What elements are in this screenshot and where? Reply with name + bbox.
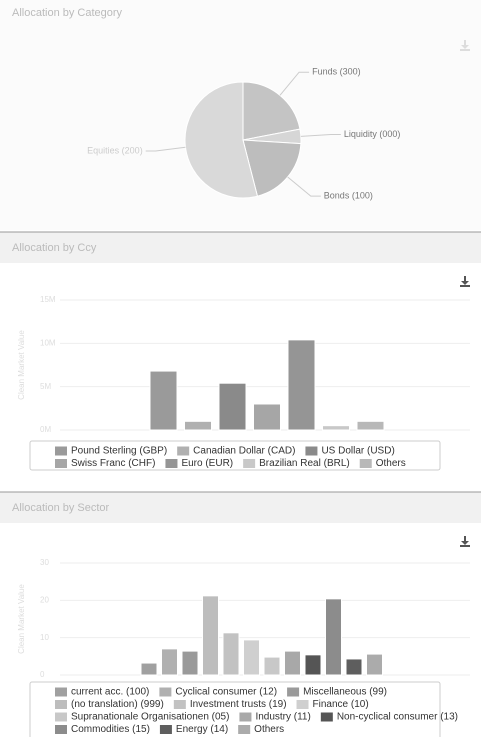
download-icon[interactable] <box>460 40 470 51</box>
section-title: Allocation by Ccy <box>12 242 97 254</box>
legend-swatch <box>55 459 67 468</box>
legend-swatch <box>159 725 172 734</box>
y-tick-label: 10M <box>40 338 56 347</box>
bar <box>181 650 199 676</box>
connector <box>279 71 310 96</box>
slice-label: Liquidity (000) <box>344 129 401 139</box>
legend-label: US Dollar (USD) <box>321 446 394 457</box>
y-tick-label: 10 <box>40 633 49 642</box>
bar <box>243 639 260 676</box>
legend-label: Non-cyclical consumer (13) <box>337 712 458 723</box>
legend-label: Brazilian Real (BRL) <box>259 458 350 469</box>
bar <box>356 420 385 431</box>
y-axis-title: Clean Market Value <box>17 584 26 654</box>
legend-swatch <box>238 725 251 734</box>
bar <box>202 595 219 676</box>
bar <box>304 654 322 676</box>
bar <box>345 658 363 676</box>
bar <box>149 370 178 431</box>
legend-swatch <box>305 446 318 456</box>
legend-swatch <box>55 687 67 697</box>
legend-swatch <box>239 712 252 722</box>
legend-label: Supranationale Organisationen (05) <box>71 712 229 723</box>
legend-swatch <box>55 446 67 456</box>
section-header <box>0 492 481 523</box>
legend-label: current acc. (100) <box>71 687 149 698</box>
connector <box>300 133 341 137</box>
legend-label: Others <box>254 724 284 735</box>
section-title: Allocation by Category <box>12 7 123 19</box>
pie-slice <box>242 81 301 141</box>
legend-label: Euro (EUR) <box>181 458 233 469</box>
y-tick-label: 20 <box>40 595 49 604</box>
legend-swatch <box>320 712 333 722</box>
y-axis-title: Clean Market Value <box>17 330 26 400</box>
bar <box>322 425 350 431</box>
y-tick-label: 5M <box>40 382 51 391</box>
legend-label: Pound Sterling (GBP) <box>71 446 167 457</box>
y-tick-label: 0 <box>40 670 45 679</box>
section-header <box>0 232 481 263</box>
bar <box>161 648 178 676</box>
legend-label: Cyclical consumer (12) <box>175 687 277 698</box>
bar <box>184 420 212 431</box>
bar <box>366 653 383 676</box>
legend-label: Energy (14) <box>176 724 228 735</box>
bar <box>218 382 247 431</box>
bar <box>325 598 342 676</box>
bar <box>263 656 281 676</box>
connector <box>287 176 321 197</box>
legend-swatch <box>55 725 67 734</box>
bar <box>222 632 240 676</box>
legend-label: Commodities (15) <box>71 724 150 735</box>
y-tick-label: 30 <box>40 558 49 567</box>
legend-label: Investment trusts (19) <box>190 699 287 710</box>
legend-label: Others <box>376 458 406 469</box>
y-tick-label: 0M <box>40 425 51 434</box>
legend-label: (no translation) (999) <box>71 699 164 710</box>
download-icon[interactable] <box>460 536 470 547</box>
legend-label: Swiss Franc (CHF) <box>71 458 155 469</box>
section-title: Allocation by Sector <box>12 502 110 514</box>
legend-swatch <box>165 459 178 468</box>
bar <box>284 650 301 676</box>
legend-label: Industry (11) <box>255 712 310 723</box>
legend-label: Finance (10) <box>313 699 369 710</box>
legend-swatch <box>55 712 67 722</box>
slice-label: Equities (200) <box>87 145 143 155</box>
legend-label: Miscellaneous (99) <box>303 687 387 698</box>
slice-label: Bonds (100) <box>324 190 373 200</box>
legend-box <box>29 681 441 737</box>
bar <box>140 662 158 676</box>
legend-swatch <box>296 700 309 709</box>
legend-swatch <box>159 687 172 697</box>
download-icon[interactable] <box>460 276 470 287</box>
connector <box>145 146 186 152</box>
y-tick-label: 15M <box>40 295 56 304</box>
pie-slice <box>184 81 259 199</box>
legend-swatch <box>177 446 190 456</box>
legend-swatch <box>173 700 186 709</box>
bar <box>287 339 316 431</box>
legend-swatch <box>243 459 256 468</box>
legend-swatch <box>359 459 372 468</box>
bar <box>253 403 281 431</box>
slice-label: Funds (300) <box>312 67 361 77</box>
legend-label: Canadian Dollar (CAD) <box>193 446 295 457</box>
legend-swatch <box>55 700 67 709</box>
legend-swatch <box>287 687 300 697</box>
legend-box <box>29 440 441 471</box>
